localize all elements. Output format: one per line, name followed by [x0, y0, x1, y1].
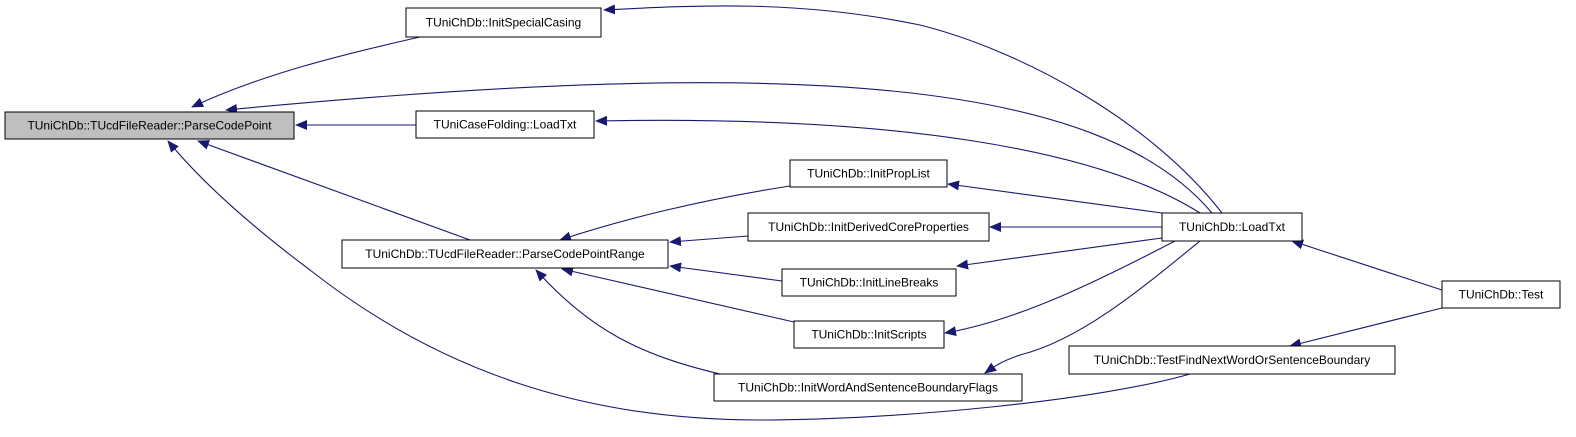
- node-box: [1068, 345, 1396, 375]
- node-box: [405, 7, 602, 38]
- node[interactable]: TUniCaseFolding::LoadTxt: [415, 110, 595, 139]
- node-box: [341, 239, 669, 269]
- node[interactable]: TUniChDb::InitSpecialCasing: [405, 7, 602, 38]
- node[interactable]: TUniChDb::InitPropList: [789, 159, 948, 188]
- edge: [595, 115, 1201, 214]
- node-box: [1441, 280, 1561, 309]
- node-label: TUniChDb::InitDerivedCoreProperties: [768, 220, 969, 234]
- node-label: TUniChDb::InitScripts: [811, 328, 926, 342]
- edge: [561, 266, 795, 323]
- node-box: [1161, 212, 1303, 242]
- node-label: TUniChDb::TUcdFileReader::ParseCodePoint…: [365, 247, 645, 261]
- node[interactable]: TUniChDb::TUcdFileReader::ParseCodePoint…: [341, 239, 669, 269]
- edge: [669, 235, 749, 247]
- node-label: TUniChDb::LoadTxt: [1179, 220, 1286, 234]
- edge: [559, 185, 791, 242]
- edge: [191, 36, 421, 108]
- edge: [603, 4, 1223, 214]
- node-box: [789, 159, 948, 188]
- edge: [225, 82, 1213, 214]
- edge: [1289, 307, 1443, 349]
- node-label: TUniChDb::InitSpecialCasing: [426, 16, 581, 30]
- node-label: TUniChDb::InitWordAndSentenceBoundaryFla…: [738, 381, 998, 395]
- edge: [167, 140, 1191, 421]
- node[interactable]: TUniChDb::InitWordAndSentenceBoundaryFla…: [713, 373, 1023, 402]
- nodes: TUniChDb::TUcdFileReader::ParseCodePoint…: [4, 7, 1561, 402]
- edge: [197, 140, 471, 241]
- node-label: TUniCaseFolding::LoadTxt: [434, 118, 577, 132]
- node[interactable]: TUniChDb::InitScripts: [793, 320, 945, 349]
- edge: [535, 269, 721, 375]
- node-label: TUniChDb::TestFindNextWordOrSentenceBoun…: [1094, 353, 1371, 367]
- node[interactable]: TUniChDb::InitDerivedCoreProperties: [747, 212, 990, 242]
- node-box: [713, 373, 1023, 402]
- edge: [1291, 239, 1443, 291]
- node-box: [4, 111, 295, 140]
- node[interactable]: TUniChDb::TUcdFileReader::ParseCodePoint: [4, 111, 295, 140]
- edges: [167, 4, 1443, 421]
- node[interactable]: TUniChDb::InitLineBreaks: [781, 268, 957, 297]
- node-label: TUniChDb::TUcdFileReader::ParseCodePoint: [27, 119, 272, 133]
- edge: [956, 237, 1163, 270]
- edge: [947, 180, 1163, 214]
- edge: [669, 262, 783, 282]
- node[interactable]: TUniChDb::LoadTxt: [1161, 212, 1303, 242]
- node[interactable]: TUniChDb::Test: [1441, 280, 1561, 309]
- node-box: [747, 212, 990, 242]
- node-label: TUniChDb::InitPropList: [807, 167, 930, 181]
- node-label: TUniChDb::InitLineBreaks: [800, 276, 939, 290]
- node-box: [781, 268, 957, 297]
- node-box: [415, 110, 595, 139]
- node[interactable]: TUniChDb::TestFindNextWordOrSentenceBoun…: [1068, 345, 1396, 375]
- edge: [984, 240, 1201, 374]
- node-box: [793, 320, 945, 349]
- edge: [944, 240, 1176, 337]
- node-label: TUniChDb::Test: [1459, 288, 1544, 302]
